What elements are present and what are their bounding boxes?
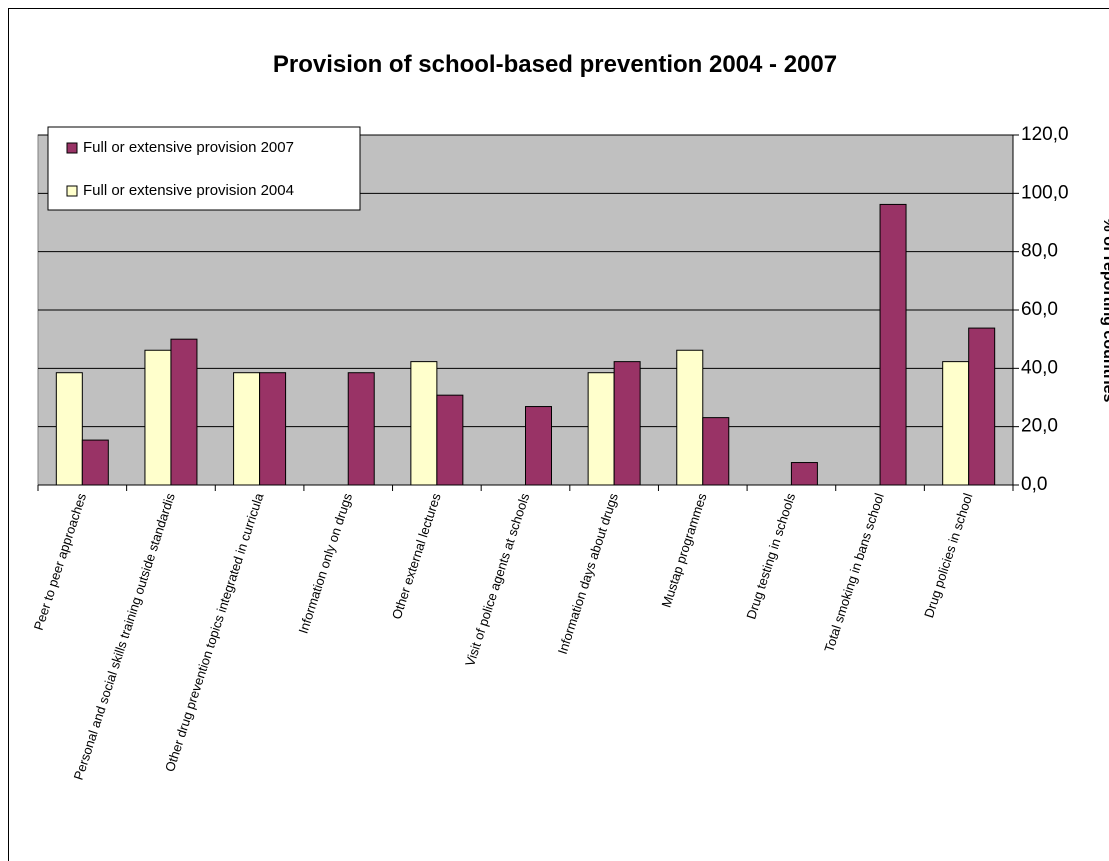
- bar: [676, 349, 704, 486]
- bar: [968, 327, 996, 486]
- y-tick-label: 40,0: [1021, 357, 1058, 378]
- bar: [410, 361, 438, 486]
- bar: [259, 372, 287, 486]
- bar: [525, 406, 552, 486]
- bar: [55, 372, 83, 486]
- bar: [702, 417, 730, 486]
- legend-swatch: [66, 142, 78, 154]
- y-tick-label: 60,0: [1021, 299, 1058, 320]
- bar: [790, 462, 818, 486]
- bar: [233, 372, 261, 486]
- y-tick-label: 100,0: [1021, 182, 1069, 203]
- y-tick-label: 80,0: [1021, 241, 1058, 262]
- bar: [436, 394, 464, 486]
- legend-box: [47, 126, 361, 211]
- bar: [144, 349, 172, 486]
- bar: [347, 372, 375, 486]
- legend-swatch: [66, 185, 78, 197]
- bar: [613, 361, 641, 486]
- legend-label: Full or extensive provision 2004: [83, 182, 294, 199]
- legend: Full or extensive provision 2007 Full or …: [47, 126, 361, 211]
- chart-title: Provision of school-based prevention 200…: [273, 51, 837, 78]
- y-tick-label: 0,0: [1021, 474, 1047, 495]
- bar: [170, 338, 198, 486]
- bar: [587, 372, 615, 486]
- bar: [879, 203, 907, 486]
- bar: [81, 439, 109, 486]
- y-tick-label: 120,0: [1021, 124, 1069, 145]
- bar: [942, 361, 970, 486]
- legend-label: Full or extensive provision 2007: [83, 139, 294, 156]
- y-tick-label: 20,0: [1021, 416, 1058, 437]
- y-axis-label: % of reporting countries: [1100, 218, 1109, 403]
